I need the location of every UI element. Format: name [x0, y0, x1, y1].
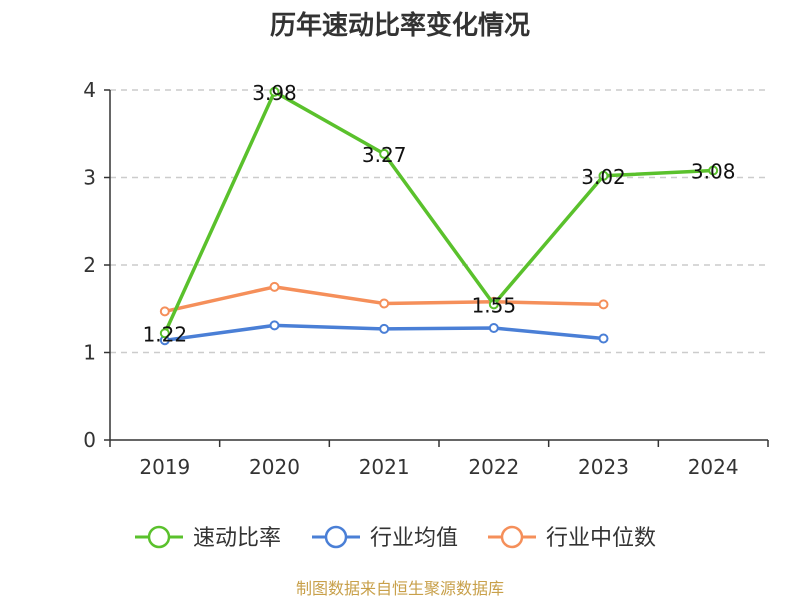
data-point-0-2023 [598, 170, 609, 181]
x-tick-label-2023: 2023 [578, 455, 629, 479]
legend-item-1[interactable]: 行业均值 [312, 525, 458, 551]
legend[interactable]: 速动比率 行业均值 行业中位数 [135, 525, 656, 551]
series-line-0 [163, 90, 714, 335]
data-point-1-2021 [379, 323, 390, 334]
gridlines [110, 89, 768, 354]
data-labels: 1.22 3.98 3.27 1.55 3.02 3.08 [143, 81, 736, 347]
data-point-0-2021 [379, 148, 390, 159]
legend-swatch-marker-2 [500, 525, 524, 549]
legend-label-2: 行业中位数 [546, 526, 656, 551]
data-label-2021: 3.27 [362, 143, 407, 167]
y-tick-label-2: 2 [83, 253, 96, 277]
legend-swatch-marker-0 [147, 525, 171, 549]
source-note: 制图数据来自恒生聚源数据库 [296, 579, 504, 598]
legend-item-2[interactable]: 行业中位数 [488, 525, 656, 551]
data-point-1-2022 [488, 323, 499, 333]
data-point-1-2020 [269, 320, 280, 331]
series-layer [159, 86, 719, 346]
y-tick-label-3: 3 [83, 166, 96, 190]
data-point-1-2023 [598, 333, 609, 344]
x-tick-label-2022: 2022 [468, 455, 519, 479]
data-point-0-2022 [488, 299, 499, 310]
data-point-2-2020 [269, 281, 280, 292]
data-label-2024: 3.08 [691, 160, 736, 184]
data-point-0-2019 [159, 328, 170, 339]
data-label-2020: 3.98 [252, 81, 297, 105]
legend-swatch-marker-1 [324, 525, 348, 549]
data-point-2-2021 [379, 298, 390, 309]
y-tick-label-4: 4 [83, 78, 96, 102]
data-point-0-2020 [269, 86, 280, 97]
data-point-2-2023 [598, 299, 609, 310]
chart-title: 历年速动比率变化情况 [270, 10, 530, 41]
legend-item-0[interactable]: 速动比率 [135, 525, 281, 551]
y-tick-label-1: 1 [83, 341, 96, 365]
x-tick-label-2020: 2020 [249, 455, 300, 479]
x-tick-label-2024: 2024 [688, 455, 739, 479]
data-label-2023: 3.02 [581, 165, 626, 189]
data-point-2-2019 [159, 306, 170, 317]
y-tick-label-0: 0 [83, 428, 96, 452]
data-point-0-2024 [708, 165, 719, 176]
x-tick-label-2021: 2021 [359, 455, 410, 479]
legend-label-1: 行业均值 [370, 526, 458, 551]
data-label-2019: 1.22 [143, 322, 188, 346]
axes: 0 1 2 3 4 2019 2020 2021 2022 2023 2024 [83, 78, 769, 479]
legend-label-0: 速动比率 [193, 526, 281, 551]
x-tick-label-2019: 2019 [139, 455, 190, 479]
data-label-2022: 1.55 [472, 293, 517, 317]
